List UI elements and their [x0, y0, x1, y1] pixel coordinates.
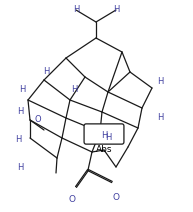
Text: H: H — [43, 67, 49, 77]
FancyBboxPatch shape — [84, 124, 124, 144]
Text: Abs: Abs — [96, 145, 112, 155]
Text: H: H — [113, 6, 119, 14]
Text: O: O — [113, 192, 119, 201]
Text: H: H — [73, 6, 79, 14]
Text: H: H — [19, 85, 25, 95]
Text: O: O — [69, 195, 75, 205]
Text: H: H — [71, 85, 77, 95]
Text: H: H — [157, 113, 163, 123]
Text: H: H — [105, 134, 111, 142]
Text: H: H — [157, 78, 163, 86]
Text: H: H — [15, 135, 21, 145]
Text: H: H — [101, 131, 107, 139]
Text: H: H — [17, 107, 23, 117]
Text: H: H — [17, 163, 23, 173]
Text: O: O — [35, 116, 41, 124]
